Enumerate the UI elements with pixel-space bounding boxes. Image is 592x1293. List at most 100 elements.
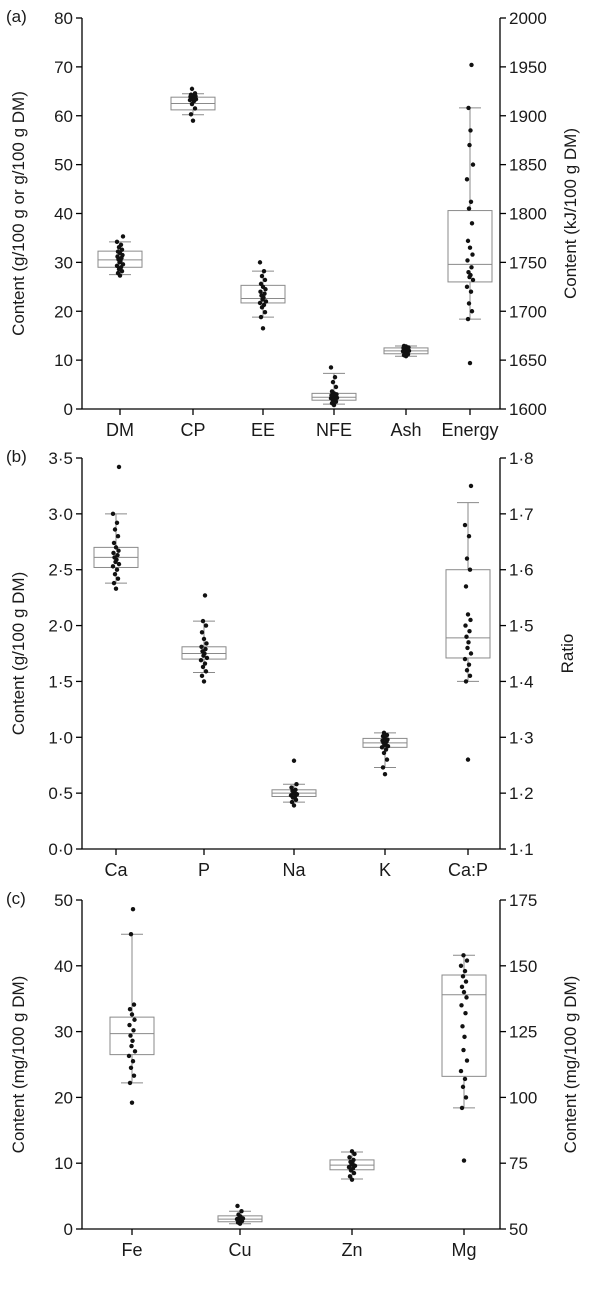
left-tick-label: 10 [54, 351, 73, 370]
data-point [469, 309, 475, 314]
category-label: K [379, 860, 391, 880]
data-point [261, 268, 267, 274]
data-point [261, 302, 267, 308]
category-label: NFE [316, 420, 352, 440]
data-point [463, 584, 469, 589]
data-point [120, 234, 126, 239]
data-point [465, 757, 471, 762]
data-point [458, 963, 464, 968]
data-point [468, 128, 473, 133]
left-tick-label: 40 [54, 957, 73, 976]
data-point [462, 656, 468, 662]
data-point [467, 673, 473, 679]
category-label: Zn [341, 1240, 362, 1260]
data-point [467, 360, 473, 366]
data-point [289, 785, 294, 790]
right-tick-label: 2000 [509, 9, 547, 28]
right-tick-label: 1·3 [509, 728, 534, 747]
data-point [464, 1058, 470, 1063]
data-point [204, 641, 209, 646]
data-point [465, 645, 470, 651]
data-point [459, 1105, 465, 1111]
data-point [203, 669, 209, 674]
box-body [181, 646, 227, 660]
data-point [294, 782, 299, 787]
data-point [460, 1084, 466, 1090]
data-point [464, 284, 470, 290]
data-point [190, 118, 196, 123]
data-point [128, 1065, 134, 1070]
data-point [347, 1174, 353, 1179]
left-tick-label: 1·0 [48, 728, 73, 747]
category-label: Energy [441, 420, 498, 440]
right-tick-label: 1850 [509, 156, 547, 175]
data-point [201, 679, 207, 684]
left-tick-label: 0 [64, 400, 73, 419]
data-point [465, 258, 470, 263]
data-point [470, 277, 476, 283]
data-point [381, 730, 387, 736]
data-point [112, 555, 117, 560]
left-tick-label: 50 [54, 891, 73, 910]
data-point [465, 316, 471, 322]
right-tick-label: 150 [509, 957, 537, 976]
right-tick-label: 100 [509, 1088, 537, 1107]
data-point [202, 661, 208, 666]
data-point [466, 206, 472, 211]
left-tick-label: 80 [54, 9, 73, 28]
data-point [291, 758, 297, 763]
data-point [465, 612, 471, 617]
data-point [114, 263, 120, 268]
box-plot-mg [441, 953, 487, 1163]
data-point [111, 550, 116, 556]
data-point [115, 576, 121, 581]
panel-label: (a) [6, 7, 27, 26]
right-tick-label: 1650 [509, 351, 547, 370]
box-plot-ee [240, 260, 286, 331]
data-point [200, 664, 206, 670]
box-body [109, 1016, 155, 1056]
data-point [462, 1034, 467, 1040]
left-tick-label: 10 [54, 1154, 73, 1173]
data-point [462, 522, 468, 528]
data-point [199, 630, 205, 635]
data-point [198, 658, 204, 663]
data-point [118, 242, 124, 247]
data-point [462, 968, 468, 974]
data-point [129, 1100, 135, 1105]
data-point [236, 1212, 241, 1217]
box-plot-na [271, 758, 317, 808]
data-point [464, 995, 469, 1000]
data-point [293, 787, 298, 792]
data-point [466, 105, 471, 111]
left-tick-label: 2·5 [48, 561, 73, 580]
data-point [260, 326, 266, 331]
box-plot-energy [447, 62, 493, 366]
data-point [112, 527, 118, 532]
category-label: EE [251, 420, 275, 440]
left-tick-label: 1·5 [48, 672, 73, 691]
right-tick-label: 1950 [509, 58, 547, 77]
data-point [401, 343, 407, 349]
data-point [111, 540, 117, 546]
data-point [467, 628, 472, 634]
box-plot-dm [97, 234, 143, 278]
data-point [467, 567, 473, 572]
data-point [469, 221, 475, 226]
left-tick-label: 60 [54, 107, 73, 126]
data-point [464, 634, 469, 639]
data-point [463, 1095, 469, 1100]
data-point [199, 644, 204, 649]
data-point [257, 300, 263, 306]
left-tick-label: 3·5 [48, 449, 73, 468]
data-point [131, 1002, 137, 1007]
right-tick-label: 1·4 [509, 672, 534, 691]
data-point [114, 520, 120, 525]
data-point [129, 1012, 135, 1017]
data-point [291, 803, 297, 808]
left-tick-label: 30 [54, 253, 73, 272]
data-point [349, 1177, 355, 1182]
panel-a: (a) 0 10 20 30 40 50 60 70 80 1600 1650 1700 1750 1800… [6, 7, 580, 440]
data-point [328, 365, 334, 370]
